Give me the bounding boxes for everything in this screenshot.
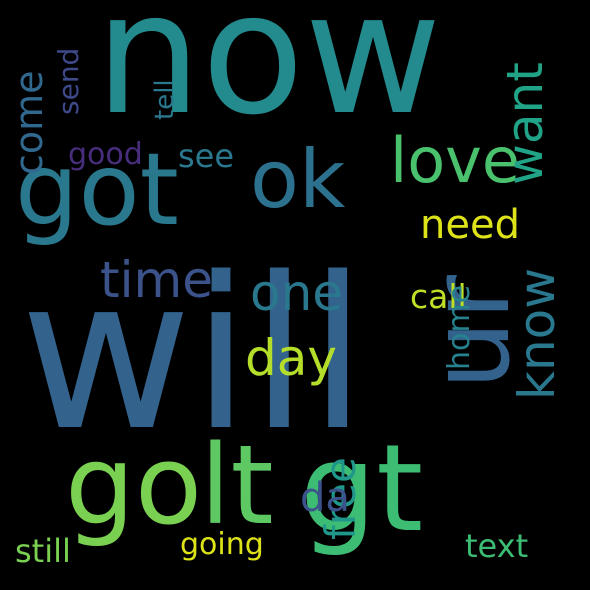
cloud-word: going xyxy=(180,527,264,562)
cloud-word: want xyxy=(496,62,554,185)
cloud-word: one xyxy=(250,264,344,322)
cloud-word: need xyxy=(420,202,520,248)
cloud-word: go xyxy=(65,421,203,549)
cloud-word: lt xyxy=(200,421,274,549)
cloud-word: da xyxy=(300,475,350,521)
cloud-word: time xyxy=(100,251,213,309)
cloud-word: ok xyxy=(250,133,346,226)
cloud-word: still xyxy=(15,532,71,570)
cloud-word: know xyxy=(508,267,566,400)
cloud-word: send xyxy=(52,47,85,115)
cloud-word: come xyxy=(7,70,51,175)
cloud-word: love xyxy=(390,124,520,197)
cloud-word: good xyxy=(68,137,143,172)
cloud-word: call xyxy=(410,277,467,316)
cloud-word: tell xyxy=(150,79,180,120)
cloud-word: text xyxy=(465,527,529,565)
cloud-word: see xyxy=(178,137,235,175)
cloud-word: now xyxy=(95,0,442,152)
cloud-word: day xyxy=(245,329,337,387)
cloud-word: gt xyxy=(300,420,424,559)
cloud-word: got xyxy=(15,131,179,248)
cloud-word: home xyxy=(442,284,477,370)
cloud-word: will xyxy=(20,232,367,477)
